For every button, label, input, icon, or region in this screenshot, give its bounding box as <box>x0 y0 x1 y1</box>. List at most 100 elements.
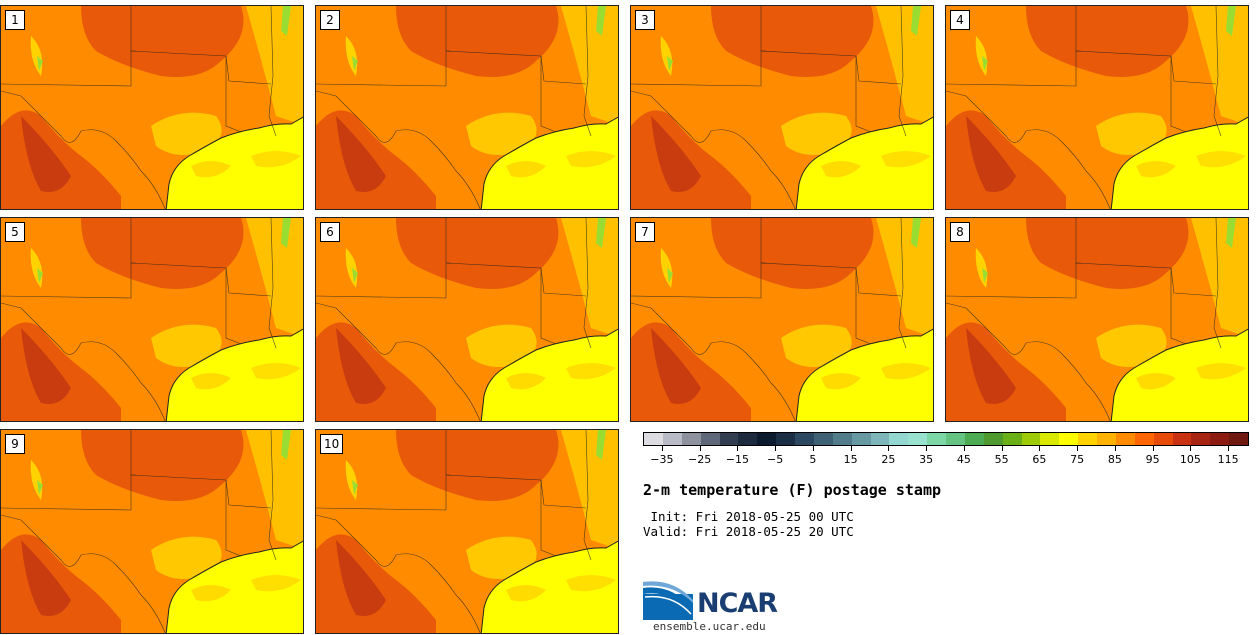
colorbar-tick-label: 55 <box>994 453 1009 466</box>
colorbar-swatch <box>795 433 814 445</box>
figure-title: 2-m temperature (F) postage stamp <box>643 481 942 499</box>
colorbar-tick <box>1077 446 1079 451</box>
colorbar-tick <box>1190 446 1192 451</box>
colorbar-tick <box>737 446 739 451</box>
member-label: 6 <box>320 222 340 242</box>
temperature-map <box>1 430 303 633</box>
colorbar <box>643 432 1249 446</box>
colorbar-swatch <box>644 433 663 445</box>
init-time: Init: Fri 2018-05-25 00 UTC <box>643 509 854 524</box>
colorbar-tick-label: 115 <box>1217 453 1239 466</box>
colorbar-swatch <box>1002 433 1022 445</box>
colorbar-swatch <box>964 433 984 445</box>
logo-text: NCAR <box>697 588 778 619</box>
colorbar-tick-label: 35 <box>919 453 934 466</box>
colorbar-tick <box>926 446 928 451</box>
colorbar-swatch <box>889 433 909 445</box>
temperature-map <box>946 6 1248 209</box>
member-panel-2[interactable]: 2 <box>315 5 619 210</box>
colorbar-tick-label: 45 <box>956 453 971 466</box>
colorbar-swatch <box>908 433 928 445</box>
colorbar-swatch <box>719 433 739 445</box>
colorbar-ticks: −35 −25 −15 −5 5 15 25 35 45 55 65 75 85 95 105 115 <box>640 444 1252 470</box>
colorbar-tick-label: −5 <box>767 453 784 466</box>
temperature-map <box>316 6 618 209</box>
colorbar-swatch <box>1134 433 1154 445</box>
member-label: 10 <box>320 434 344 454</box>
colorbar-legend: −35 −25 −15 −5 5 15 25 35 45 55 65 75 85 95 105 115 <box>640 430 1252 470</box>
colorbar-swatch <box>946 433 965 445</box>
member-label: 3 <box>635 10 655 30</box>
colorbar-swatch <box>983 433 1003 445</box>
member-panel-4[interactable]: 4 <box>945 5 1249 210</box>
colorbar-tick <box>775 446 777 451</box>
colorbar-tick <box>1114 446 1116 451</box>
colorbar-swatch <box>757 433 777 445</box>
colorbar-swatch <box>832 433 852 445</box>
colorbar-swatch <box>1210 433 1230 445</box>
colorbar-swatch <box>1040 433 1060 445</box>
temperature-map <box>631 6 933 209</box>
colorbar-tick-label: 95 <box>1145 453 1160 466</box>
colorbar-swatch <box>1059 433 1079 445</box>
colorbar-tick <box>1039 446 1041 451</box>
colorbar-swatch <box>662 433 682 445</box>
member-label: 1 <box>5 10 25 30</box>
colorbar-swatch <box>1097 433 1116 445</box>
temperature-map <box>1 6 303 209</box>
member-panel-6[interactable]: 6 <box>315 217 619 422</box>
member-label: 2 <box>320 10 340 30</box>
colorbar-tick-label: 75 <box>1070 453 1085 466</box>
colorbar-tick-label: 85 <box>1107 453 1122 466</box>
member-panel-7[interactable]: 7 <box>630 217 934 422</box>
source-url[interactable]: ensemble.ucar.edu <box>653 620 766 633</box>
member-label: 4 <box>950 10 970 30</box>
colorbar-tick-label: 15 <box>843 453 858 466</box>
ncar-logo-icon <box>643 581 693 620</box>
colorbar-swatch <box>700 433 720 445</box>
temperature-map <box>946 218 1248 421</box>
colorbar-tick <box>812 446 814 451</box>
colorbar-swatch <box>1078 433 1097 445</box>
colorbar-swatch <box>870 433 890 445</box>
temperature-map <box>631 218 933 421</box>
colorbar-swatch <box>813 433 833 445</box>
colorbar-tick-label: −35 <box>650 453 674 466</box>
colorbar-tick-label: 25 <box>881 453 896 466</box>
colorbar-tick <box>1228 446 1230 451</box>
temperature-map <box>316 218 618 421</box>
member-label: 8 <box>950 222 970 242</box>
colorbar-swatch <box>738 433 758 445</box>
colorbar-tick-label: 5 <box>809 453 817 466</box>
member-label: 5 <box>5 222 25 242</box>
member-panel-5[interactable]: 5 <box>0 217 304 422</box>
colorbar-swatch <box>776 433 795 445</box>
colorbar-swatch <box>1191 433 1211 445</box>
colorbar-tick-label: 65 <box>1032 453 1047 466</box>
colorbar-tick <box>1001 446 1003 451</box>
colorbar-swatch <box>927 433 946 445</box>
member-panel-9[interactable]: 9 <box>0 429 304 634</box>
member-label: 9 <box>5 434 25 454</box>
colorbar-swatch <box>1115 433 1135 445</box>
member-panel-8[interactable]: 8 <box>945 217 1249 422</box>
temperature-map <box>1 218 303 421</box>
colorbar-swatch <box>1229 433 1248 445</box>
colorbar-tick <box>699 446 701 451</box>
colorbar-tick <box>963 446 965 451</box>
colorbar-tick-label: −15 <box>725 453 749 466</box>
colorbar-tick <box>850 446 852 451</box>
colorbar-tick <box>888 446 890 451</box>
member-panel-10[interactable]: 10 <box>315 429 619 634</box>
colorbar-swatch <box>681 433 701 445</box>
member-label: 7 <box>635 222 655 242</box>
colorbar-tick-label: −25 <box>688 453 712 466</box>
temperature-map <box>316 430 618 633</box>
member-panel-1[interactable]: 1 <box>0 5 304 210</box>
colorbar-swatch <box>1172 433 1192 445</box>
colorbar-swatch <box>851 433 871 445</box>
valid-time: Valid: Fri 2018-05-25 20 UTC <box>643 524 854 539</box>
colorbar-tick-label: 105 <box>1179 453 1201 466</box>
colorbar-swatch <box>1021 433 1041 445</box>
member-panel-3[interactable]: 3 <box>630 5 934 210</box>
